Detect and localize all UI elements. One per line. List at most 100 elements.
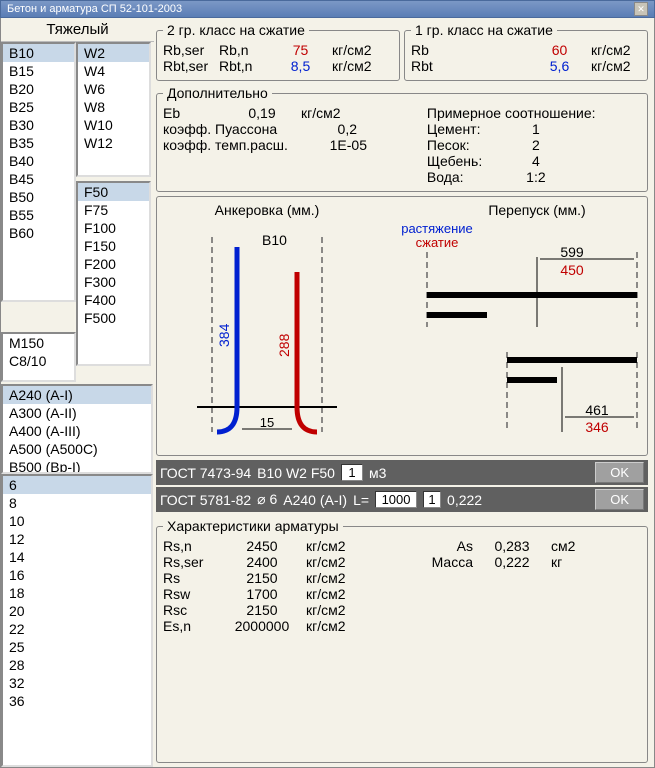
right-column: 2 гр. класс на сжатие Rb,ser Rb,n 75 кг/… <box>154 18 654 767</box>
list-item[interactable]: W10 <box>78 116 149 134</box>
list-item[interactable]: 18 <box>3 584 151 602</box>
rbt-value: 5,6 <box>532 58 587 74</box>
list-item[interactable]: B30 <box>3 116 74 134</box>
list-item[interactable]: 12 <box>3 530 151 548</box>
list-item[interactable]: A400 (A-III) <box>3 422 151 440</box>
list-item[interactable]: 6 <box>3 476 151 494</box>
rbt-label: Rbt <box>411 58 463 74</box>
mass-label: Масса <box>413 554 473 570</box>
list-item[interactable]: B20 <box>3 80 74 98</box>
list-item[interactable]: B60 <box>3 224 74 242</box>
list-item[interactable]: 8 <box>3 494 151 512</box>
gravel-value: 4 <box>511 153 561 169</box>
rb-unit: кг/см2 <box>591 42 641 58</box>
list-item[interactable]: W4 <box>78 62 149 80</box>
list-frost[interactable]: F50F75F100F150F200F300F400F500 <box>76 181 151 366</box>
list-item[interactable]: 14 <box>3 548 151 566</box>
rebar-prop-row: Rs,ser2400кг/см2 <box>163 554 413 570</box>
list-item[interactable]: 22 <box>3 620 151 638</box>
list-item[interactable]: F500 <box>78 309 149 327</box>
list-item[interactable]: A300 (A-II) <box>3 404 151 422</box>
list-concrete-class[interactable]: B10B15B20B25B30B35B40B45B50B55B60 <box>1 42 76 302</box>
additional-legend: Дополнительно <box>163 85 272 101</box>
svg-text:15: 15 <box>260 415 274 430</box>
temp-label: коэфф. темп.расш. <box>163 137 303 153</box>
sand-value: 2 <box>511 137 561 153</box>
list-item[interactable]: W12 <box>78 134 149 152</box>
list-item[interactable]: F300 <box>78 273 149 291</box>
list-item[interactable]: B45 <box>3 170 74 188</box>
prop-value: 2150 <box>222 570 302 586</box>
gost1-spec: B10 W2 F50 <box>257 465 335 481</box>
rbt-unit: кг/см2 <box>591 58 641 74</box>
list-item[interactable]: 28 <box>3 656 151 674</box>
eb-unit: кг/см2 <box>301 105 341 121</box>
list-item[interactable]: F200 <box>78 255 149 273</box>
svg-text:Анкеровка (мм.): Анкеровка (мм.) <box>215 202 320 218</box>
list-rebar-class[interactable]: A240 (A-I)A300 (A-II)A400 (A-III)A500 (A… <box>1 384 153 474</box>
group1-legend: 1 гр. класс на сжатие <box>411 22 557 38</box>
gost1-qty-input[interactable] <box>341 464 363 481</box>
list-item[interactable]: F400 <box>78 291 149 309</box>
list-item[interactable]: 16 <box>3 566 151 584</box>
list-item[interactable]: C8/10 <box>3 352 74 370</box>
list-item[interactable]: 32 <box>3 674 151 692</box>
mass-value: 0,222 <box>477 554 547 570</box>
svg-text:450: 450 <box>560 262 584 278</box>
prop-label: Es,n <box>163 618 218 634</box>
gost2-mass: 0,222 <box>447 492 482 508</box>
gost2-ok-button[interactable]: OK <box>595 489 644 510</box>
list-item[interactable]: M150 <box>3 334 74 352</box>
list-item[interactable]: W8 <box>78 98 149 116</box>
prop-unit: кг/см2 <box>306 538 346 554</box>
list-item[interactable]: B15 <box>3 62 74 80</box>
prop-value: 2000000 <box>222 618 302 634</box>
prop-value: 2400 <box>222 554 302 570</box>
list-item[interactable]: W6 <box>78 80 149 98</box>
poisson-label: коэфф. Пуассона <box>163 121 303 137</box>
list-item[interactable]: 36 <box>3 692 151 710</box>
list-item[interactable]: 10 <box>3 512 151 530</box>
prop-label: Rsw <box>163 586 218 602</box>
gost1-ok-button[interactable]: OK <box>595 462 644 483</box>
gost-7473-row: ГОСТ 7473-94 B10 W2 F50 м3 OK <box>156 460 648 485</box>
list-item[interactable]: F50 <box>78 183 149 201</box>
list-item[interactable]: B55 <box>3 206 74 224</box>
list-item[interactable]: B40 <box>3 152 74 170</box>
gravel-label: Щебень: <box>427 153 507 169</box>
water-value: 1:2 <box>511 169 561 185</box>
rb-n-unit: кг/см2 <box>332 42 382 58</box>
list-item[interactable]: B35 <box>3 134 74 152</box>
gost2-qty-input[interactable] <box>423 491 441 508</box>
svg-text:288: 288 <box>276 333 292 357</box>
list-item[interactable]: A500 (A500C) <box>3 440 151 458</box>
list-item[interactable]: F100 <box>78 219 149 237</box>
list-item[interactable]: 20 <box>3 602 151 620</box>
gost2-length-input[interactable] <box>375 491 417 508</box>
close-icon[interactable]: ✕ <box>634 2 648 16</box>
svg-text:сжатие: сжатие <box>416 235 459 250</box>
rb-label: Rb <box>411 42 463 58</box>
prop-unit: кг/см2 <box>306 602 346 618</box>
list-item[interactable]: B500 (Bp-I) <box>3 458 151 474</box>
list-item[interactable]: 25 <box>3 638 151 656</box>
list-water[interactable]: W2W4W6W8W10W12 <box>76 42 151 177</box>
as-value: 0,283 <box>477 538 547 554</box>
list-item[interactable]: W2 <box>78 44 149 62</box>
list-mark[interactable]: M150C8/10 <box>1 332 76 382</box>
rebar-prop-row: Rsw1700кг/см2 <box>163 586 413 602</box>
list-item[interactable]: F75 <box>78 201 149 219</box>
list-item[interactable]: F150 <box>78 237 149 255</box>
list-item[interactable]: B50 <box>3 188 74 206</box>
prop-unit: кг/см2 <box>306 570 346 586</box>
prop-unit: кг/см2 <box>306 586 346 602</box>
rebar-prop-row: Rs2150кг/см2 <box>163 570 413 586</box>
list-item[interactable]: B10 <box>3 44 74 62</box>
list-item[interactable]: B25 <box>3 98 74 116</box>
svg-text:384: 384 <box>216 323 232 347</box>
list-diameter[interactable]: 681012141618202225283236 <box>1 474 153 767</box>
left-column: Тяжелый B10B15B20B25B30B35B40B45B50B55B6… <box>1 18 154 767</box>
as-unit: см2 <box>551 538 575 554</box>
list-item[interactable]: A240 (A-I) <box>3 386 151 404</box>
sand-label: Песок: <box>427 137 507 153</box>
